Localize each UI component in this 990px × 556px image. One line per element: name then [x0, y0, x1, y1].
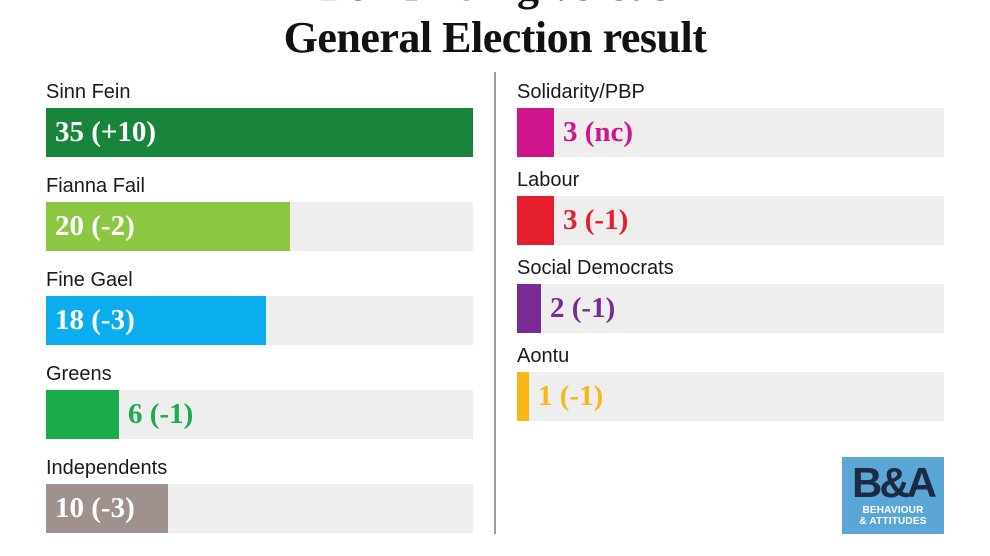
party-row-solidarity-pbp: Solidarity/PBP 3 (nc) — [517, 80, 944, 160]
party-row-independents: Independents 10 (-3) — [46, 456, 473, 536]
value-label-greens: 6 (-1) — [128, 398, 194, 430]
party-label-greens: Greens — [46, 363, 112, 385]
value-label-fianna-fail: 20 (-2) — [55, 210, 135, 242]
bar-track-social-democrats: 2 (-1) — [517, 284, 944, 333]
value-label-labour: 3 (-1) — [563, 204, 629, 236]
party-label-fianna-fail: Fianna Fail — [46, 175, 145, 197]
party-row-social-democrats: Social Democrats 2 (-1) — [517, 256, 944, 336]
party-label-solidarity-pbp: Solidarity/PBP — [517, 81, 645, 103]
bar-greens — [46, 390, 119, 439]
party-label-independents: Independents — [46, 457, 168, 479]
party-label-aontu: Aontu — [517, 345, 570, 367]
chart-title-line1: Poll finding versus — [0, 0, 990, 10]
value-label-solidarity-pbp: 3 (nc) — [563, 116, 634, 148]
bar-track-greens: 6 (-1) — [46, 390, 473, 439]
bar-track-labour: 3 (-1) — [517, 196, 944, 245]
party-label-social-democrats: Social Democrats — [517, 257, 674, 279]
value-label-sinn-fein: 35 (+10) — [55, 116, 157, 148]
bar-track-sinn-fein: 35 (+10) — [46, 108, 473, 157]
party-row-greens: Greens 6 (-1) — [46, 362, 473, 442]
bar-track-solidarity-pbp: 3 (nc) — [517, 108, 944, 157]
logo-text-line2: & ATTITUDES — [859, 516, 927, 527]
bar-track-independents: 10 (-3) — [46, 484, 473, 533]
bar-track-aontu: 1 (-1) — [517, 372, 944, 421]
party-label-labour: Labour — [517, 169, 580, 191]
value-label-independents: 10 (-3) — [55, 492, 135, 524]
party-label-sinn-fein: Sinn Fein — [46, 81, 131, 103]
party-row-fine-gael: Fine Gael 18 (-3) — [46, 268, 473, 348]
bar-fine-gael — [46, 296, 266, 345]
bar-track-fine-gael: 18 (-3) — [46, 296, 473, 345]
bar-track-fianna-fail: 20 (-2) — [46, 202, 473, 251]
bar-sinn-fein — [46, 108, 473, 157]
party-row-sinn-fein: Sinn Fein 35 (+10) — [46, 80, 473, 160]
bar-solidarity-pbp — [517, 108, 554, 157]
bar-social-democrats — [517, 284, 541, 333]
bar-labour — [517, 196, 554, 245]
behaviour-attitudes-logo: B&A BEHAVIOUR & ATTITUDES — [842, 457, 944, 534]
bar-independents — [46, 484, 168, 533]
value-label-fine-gael: 18 (-3) — [55, 304, 135, 336]
party-row-labour: Labour 3 (-1) — [517, 168, 944, 248]
party-label-fine-gael: Fine Gael — [46, 269, 133, 291]
column-divider — [494, 72, 496, 534]
value-label-aontu: 1 (-1) — [538, 380, 604, 412]
party-row-fianna-fail: Fianna Fail 20 (-2) — [46, 174, 473, 254]
bar-aontu — [517, 372, 529, 421]
logo-mark: B&A — [852, 459, 937, 506]
party-row-aontu: Aontu 1 (-1) — [517, 344, 944, 424]
chart-title-line2: General Election result — [283, 13, 707, 62]
bar-fianna-fail — [46, 202, 290, 251]
value-label-social-democrats: 2 (-1) — [550, 292, 616, 324]
logo-text-line1: BEHAVIOUR — [862, 505, 924, 516]
